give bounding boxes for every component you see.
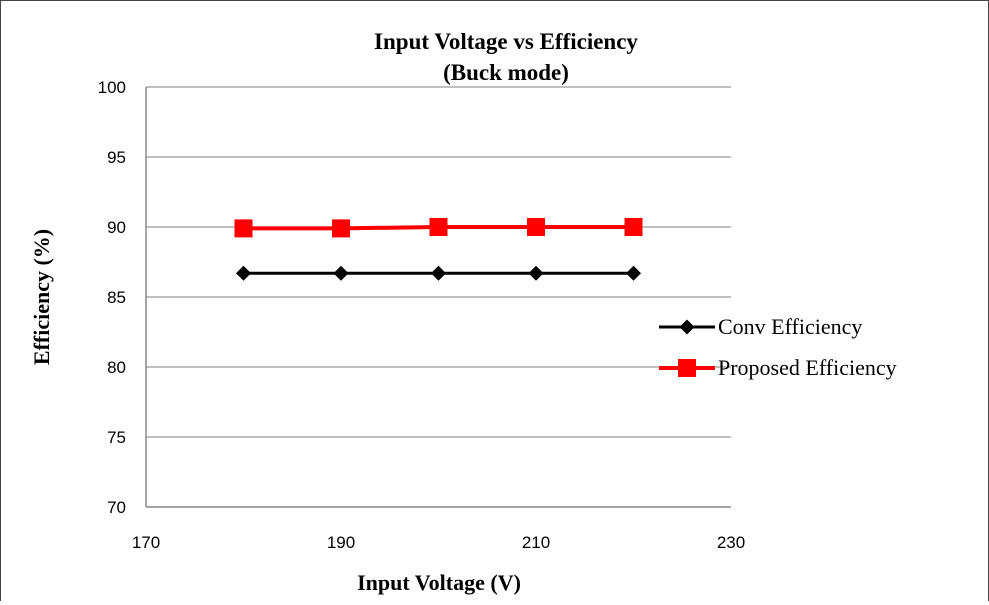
chart-title: Input Voltage vs Efficiency xyxy=(374,29,638,54)
series xyxy=(234,218,643,281)
legend-item-1: Proposed Efficiency xyxy=(659,355,897,380)
legend-label: Proposed Efficiency xyxy=(718,355,897,380)
legend-item-0: Conv Efficiency xyxy=(659,314,862,339)
y-tick-label-75: 75 xyxy=(107,428,126,447)
legend-swatch-marker xyxy=(678,359,696,377)
x-tick-label-230: 230 xyxy=(717,533,745,552)
axes: 70 75 80 85 90 95 100 170 190 210 230 xyxy=(98,78,746,552)
data-point xyxy=(431,265,446,281)
y-tick-label-70: 70 xyxy=(107,498,126,517)
data-point xyxy=(332,219,350,238)
legend-label: Conv Efficiency xyxy=(718,314,862,339)
data-point xyxy=(333,265,349,281)
grid-lines xyxy=(146,86,731,438)
data-point xyxy=(624,218,643,236)
data-point xyxy=(626,265,641,281)
y-tick-label-80: 80 xyxy=(107,358,126,377)
data-point xyxy=(429,218,448,236)
y-tick-label-95: 95 xyxy=(107,148,126,167)
series-1 xyxy=(234,218,643,238)
chart-subtitle: (Buck mode) xyxy=(443,60,569,85)
data-point xyxy=(236,265,251,281)
data-point xyxy=(528,265,544,281)
x-tick-label-210: 210 xyxy=(522,533,550,552)
data-point xyxy=(234,219,253,238)
y-tick-label-90: 90 xyxy=(107,218,126,237)
y-tick-label-85: 85 xyxy=(107,288,126,307)
y-tick-label-100: 100 xyxy=(98,78,126,97)
x-axis-title: Input Voltage (V) xyxy=(357,570,521,595)
legend: Conv Efficiency Proposed Efficiency xyxy=(659,314,897,380)
y-axis-title: Efficiency (%) xyxy=(29,229,54,365)
x-tick-label-190: 190 xyxy=(327,533,355,552)
data-point xyxy=(527,218,545,236)
series-0 xyxy=(236,265,641,281)
x-tick-label-170: 170 xyxy=(132,533,160,552)
legend-swatch-marker xyxy=(679,319,695,335)
